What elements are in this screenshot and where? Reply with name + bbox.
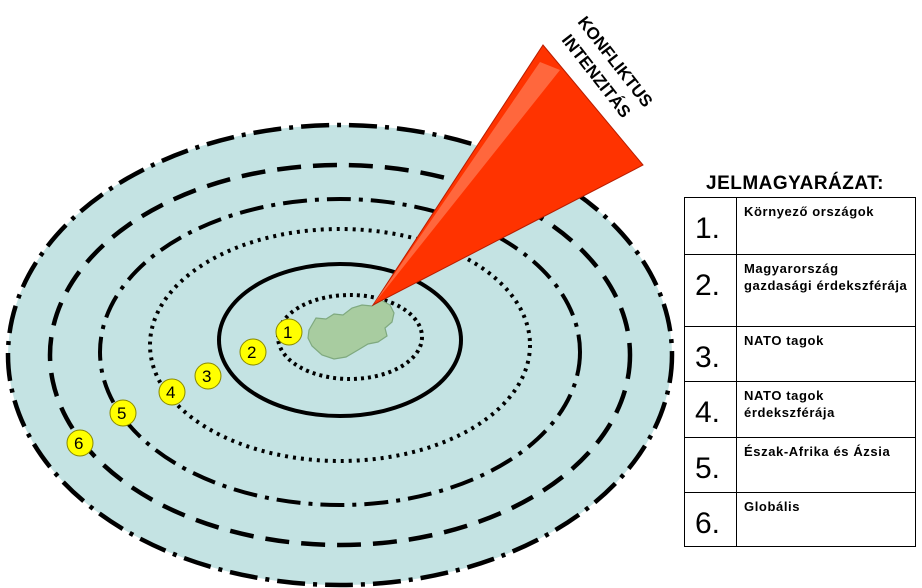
zone-badge-3: 3 <box>194 362 222 390</box>
legend-number: 3. <box>684 326 737 382</box>
legend-number: 4. <box>684 381 737 438</box>
zone-5-ring <box>47 162 633 548</box>
legend-number: 1. <box>684 197 737 255</box>
legend-table: 1. Környező országok 2. Magyarország gaz… <box>684 197 916 547</box>
legend-text: NATO tagok <box>736 326 916 382</box>
conflict-intensity-cone <box>371 44 644 307</box>
zone-badge-1: 1 <box>275 318 303 346</box>
zone-badge-2: 2 <box>239 338 267 366</box>
svg-text:5: 5 <box>117 404 126 423</box>
zone-2-ring <box>217 262 463 418</box>
legend-text: Globális <box>736 492 916 547</box>
legend-row: 5. Észak-Afrika és Ázsia <box>684 437 916 493</box>
zone-badge-5: 5 <box>109 399 137 427</box>
zone-3-ring <box>148 227 532 463</box>
zone-4-ring <box>98 197 582 507</box>
legend-number: 6. <box>684 492 737 547</box>
legend-text: Magyarország gazdasági érdekszférája <box>736 254 916 327</box>
legend-text: Észak-Afrika és Ázsia <box>736 437 916 493</box>
svg-text:1: 1 <box>283 323 292 342</box>
zone-badge-4: 4 <box>158 378 186 406</box>
legend-text: NATO tagok érdekszférája <box>736 381 916 438</box>
legend-title: JELMAGYARÁZAT: <box>706 173 885 194</box>
cone-highlight <box>373 62 560 305</box>
legend-text: Környező országok <box>736 197 916 255</box>
legend-row: 2. Magyarország gazdasági érdekszférája <box>684 254 916 327</box>
zone-badge-6: 6 <box>66 429 94 457</box>
legend-row: 3. NATO tagok <box>684 326 916 382</box>
legend-number: 2. <box>684 254 737 327</box>
legend-row: 1. Környező országok <box>684 197 916 255</box>
svg-text:6: 6 <box>74 434 83 453</box>
zone-1-ring <box>276 293 424 381</box>
legend-number: 5. <box>684 437 737 493</box>
svg-text:2: 2 <box>247 343 256 362</box>
svg-text:4: 4 <box>166 383 175 402</box>
svg-text:3: 3 <box>202 367 211 386</box>
legend-row: 6. Globális <box>684 492 916 547</box>
hungary-shape <box>307 299 395 360</box>
legend-row: 4. NATO tagok érdekszférája <box>684 381 916 438</box>
